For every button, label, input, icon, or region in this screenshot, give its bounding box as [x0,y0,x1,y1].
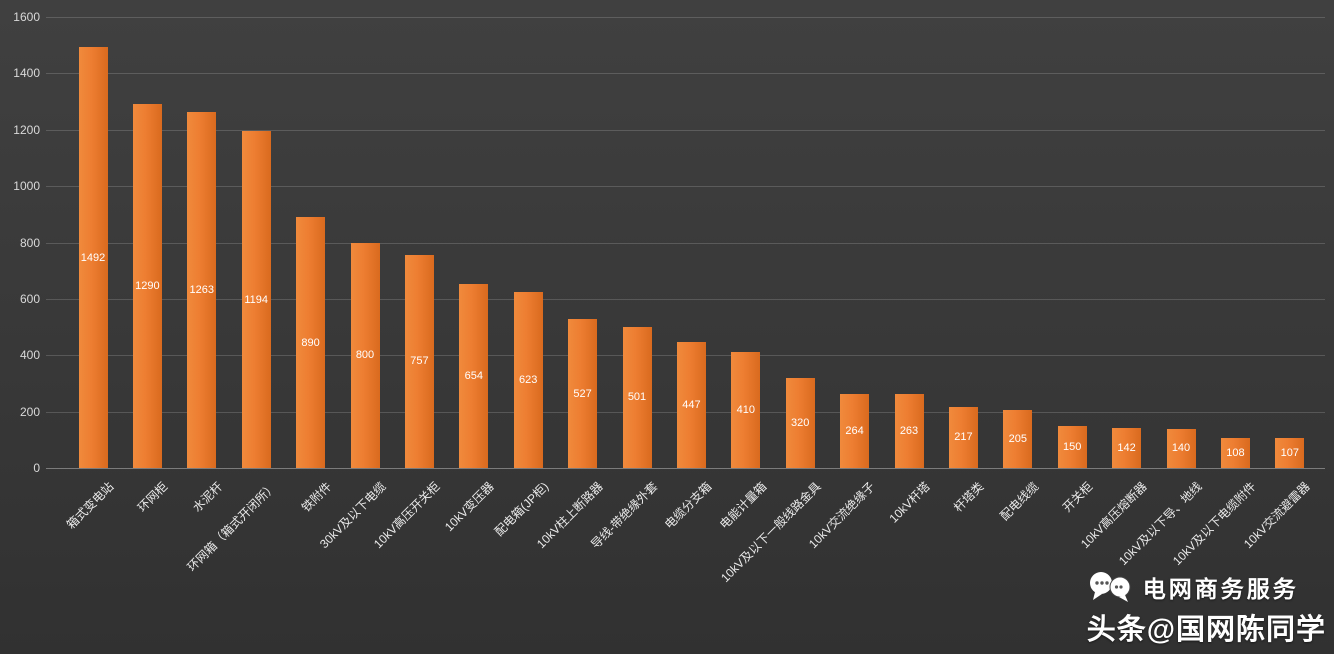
y-axis-tick-label: 1600 [13,10,40,24]
y-axis-tick-label: 400 [19,348,40,363]
bar-value-label: 1492 [80,251,106,264]
bar: 1290 [132,104,162,468]
category-label: 水泥杆 [189,479,226,515]
category-label: 杆塔类 [951,479,987,515]
category-label: 配电线缆 [997,479,1042,524]
bar-value-label: 142 [1117,441,1136,454]
bar-value-label: 264 [845,424,864,437]
y-axis-tick-label: 200 [19,404,40,419]
watermark-title: 电网商务服务 [1142,576,1299,602]
bar: 140 [1166,428,1196,468]
category-label: 环网柜 [135,479,171,515]
bar: 217 [948,406,978,468]
bar-value-label: 320 [791,416,810,429]
bar: 142 [1112,427,1142,468]
bar-value-label: 263 [899,424,919,437]
watermark-row-1: 电网商务服务 [1087,570,1299,604]
category-label: 铁附件 [298,479,334,515]
y-axis-tick-label: 800 [19,235,40,250]
bar: 447 [676,342,706,468]
bar: 205 [1003,410,1033,468]
y-axis-tick-label: 0 [33,461,40,475]
bar-value-label: 108 [1226,446,1245,459]
watermark-row-2: 头条@国网陈同学 [1087,606,1326,648]
gridline [46,242,1325,244]
chat-bubbles-icon [1087,570,1133,604]
bar-value-label: 205 [1008,433,1027,446]
bar-value-label: 1194 [244,293,269,306]
bar-value-label: 623 [519,374,538,387]
category-label: 箱式变电站 [63,479,117,532]
bar-value-label: 1263 [189,283,215,296]
category-label: 开关柜 [1060,479,1096,515]
y-axis-tick-label: 1200 [13,122,40,137]
bar-value-label: 757 [410,355,429,368]
gridline [46,129,1325,131]
bar: 527 [568,319,598,468]
watermark-handle: 头条@国网陈同学 [1086,614,1326,646]
bar: 1263 [187,111,217,468]
bar: 1492 [78,47,108,468]
gridline [46,468,1325,469]
bar: 107 [1275,437,1305,468]
gridline [46,17,1325,18]
bar: 150 [1057,425,1087,468]
bar-value-label: 527 [573,387,592,400]
bar: 501 [622,326,652,468]
bar: 757 [404,254,434,468]
bar-value-label: 654 [464,369,483,382]
watermark: 电网商务服务 头条@国网陈同学 [1087,570,1326,648]
bar-value-label: 890 [301,336,320,349]
gridline [46,186,1325,188]
bar-value-label: 150 [1063,440,1082,453]
bar-value-label: 1290 [135,280,160,293]
bar: 1194 [241,131,271,468]
y-axis-tick-label: 1400 [13,66,40,81]
bar: 320 [785,377,815,468]
bar-value-label: 800 [355,349,375,362]
bar: 108 [1220,437,1250,468]
bar-value-label: 501 [627,391,647,404]
category-label: 电缆分支箱 [662,479,715,532]
bar: 410 [731,352,761,468]
bar: 264 [840,393,870,468]
bar: 890 [296,217,326,468]
bar: 800 [350,242,380,468]
y-axis-tick-label: 600 [19,291,40,306]
category-label: 10kV杆塔 [886,479,933,526]
bar: 263 [894,393,924,468]
gridline [46,73,1325,75]
bar: 654 [459,283,489,468]
bar-value-label: 140 [1171,442,1191,455]
category-label: 10kV及以下一般线路金具 [717,479,824,586]
bar: 623 [513,292,543,468]
bar-value-label: 217 [954,431,973,444]
bar-value-label: 410 [736,404,755,417]
y-axis-tick-label: 1000 [13,179,40,194]
category-label: 电能计量箱 [716,479,770,532]
bar-value-label: 107 [1280,446,1299,459]
gridline [46,298,1325,300]
category-label: 10kV变压器 [442,479,498,535]
bar-value-label: 447 [682,398,701,411]
